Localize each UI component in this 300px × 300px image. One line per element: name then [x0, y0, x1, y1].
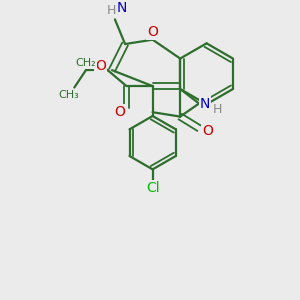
Text: N: N: [200, 97, 210, 110]
Text: CH₃: CH₃: [58, 90, 79, 100]
Text: H: H: [107, 4, 116, 17]
Text: O: O: [147, 26, 158, 39]
Text: CH₂: CH₂: [76, 58, 96, 68]
Text: N: N: [117, 2, 128, 15]
Text: Cl: Cl: [146, 181, 159, 195]
Text: O: O: [202, 124, 213, 138]
Text: H: H: [213, 103, 223, 116]
Text: O: O: [114, 105, 125, 119]
Text: O: O: [95, 59, 106, 73]
